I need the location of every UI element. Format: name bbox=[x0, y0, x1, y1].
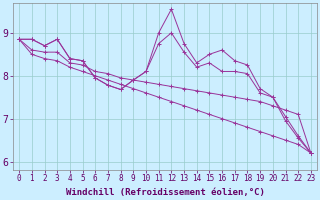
X-axis label: Windchill (Refroidissement éolien,°C): Windchill (Refroidissement éolien,°C) bbox=[66, 188, 264, 197]
